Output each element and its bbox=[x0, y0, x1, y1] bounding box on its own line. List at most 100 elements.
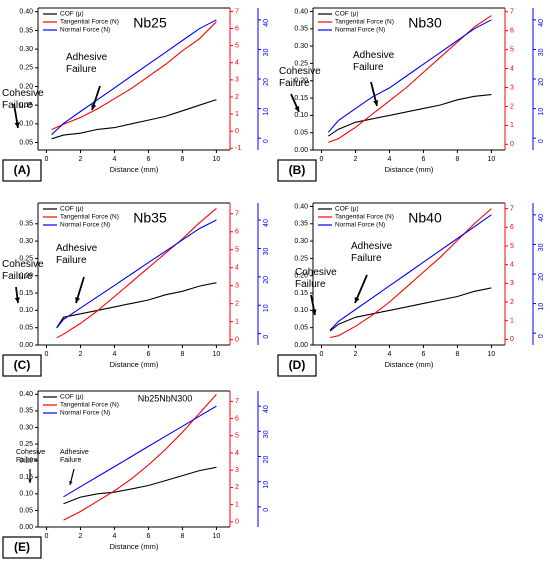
y-tick-label: 0.00 bbox=[19, 524, 33, 531]
x-tick-label: 4 bbox=[388, 351, 392, 358]
x-tick-label: 0 bbox=[320, 156, 324, 163]
x-tick-label: 0 bbox=[320, 351, 324, 358]
y-tick-label: 0.10 bbox=[294, 307, 308, 314]
y2-tick-label: -1 bbox=[235, 145, 241, 152]
legend-label: COF (μ) bbox=[60, 394, 84, 401]
series-line bbox=[329, 287, 492, 332]
panel-label: (E) bbox=[14, 540, 30, 554]
y2-tick-label: 5 bbox=[510, 46, 514, 53]
y-tick-label: 0.15 bbox=[19, 102, 33, 109]
y2-tick-label: 6 bbox=[510, 224, 514, 231]
y3-tick-label: 0 bbox=[263, 139, 270, 143]
x-tick-label: 2 bbox=[79, 351, 83, 358]
arrow-head bbox=[14, 297, 20, 303]
series-line bbox=[51, 21, 217, 131]
panel-label-box bbox=[2, 159, 42, 182]
y-tick-label: 0.40 bbox=[294, 203, 308, 210]
y3-tick-label: 40 bbox=[538, 214, 545, 222]
y3-tick-label: 30 bbox=[538, 48, 545, 56]
y-tick-label: 0.25 bbox=[19, 65, 33, 72]
y-tick-label: 0.05 bbox=[294, 325, 308, 332]
y2-tick-label: 6 bbox=[235, 25, 239, 32]
arrow-head bbox=[28, 479, 32, 483]
y2-tick-label: 1 bbox=[235, 318, 239, 325]
y3-tick-label: 40 bbox=[263, 405, 270, 413]
x-tick-label: 10 bbox=[488, 351, 496, 358]
legend-label: Tangential Force (N) bbox=[335, 19, 394, 26]
y3-tick-label: 10 bbox=[538, 108, 545, 116]
y3-tick-label: 10 bbox=[263, 304, 270, 312]
y2-tick-label: 5 bbox=[235, 433, 239, 440]
y2-tick-label: 6 bbox=[235, 229, 239, 236]
y-tick-label: 0.00 bbox=[294, 342, 308, 349]
y2-tick-label: 2 bbox=[235, 301, 239, 308]
x-tick-label: 2 bbox=[354, 351, 358, 358]
chart-title: Nb35 bbox=[133, 210, 167, 226]
y-tick-label: 0.30 bbox=[294, 238, 308, 245]
y2-tick-label: 2 bbox=[510, 103, 514, 110]
y2-tick-label: 7 bbox=[510, 9, 514, 16]
y3-tick-label: 10 bbox=[263, 481, 270, 489]
y-tick-label: 0.05 bbox=[19, 139, 33, 146]
legend-label: Normal Force (N) bbox=[60, 222, 110, 229]
y-tick-label: 0.40 bbox=[294, 8, 308, 15]
arrow-head bbox=[91, 104, 97, 110]
y-tick-label: 0.35 bbox=[294, 221, 308, 228]
legend-label: Tangential Force (N) bbox=[60, 19, 119, 26]
y3-tick-label: 10 bbox=[263, 108, 270, 116]
y-tick-label: 0.10 bbox=[19, 491, 33, 498]
x-tick-label: 10 bbox=[488, 156, 496, 163]
series-line bbox=[329, 214, 492, 331]
chart-title: Nb40 bbox=[408, 210, 442, 226]
x-tick-label: 4 bbox=[113, 533, 117, 540]
x-tick-label: 6 bbox=[421, 351, 425, 358]
x-tick-label: 8 bbox=[180, 533, 184, 540]
y2-tick-label: 7 bbox=[235, 8, 239, 15]
y3-tick-label: 30 bbox=[538, 243, 545, 251]
y2-tick-label: 6 bbox=[235, 415, 239, 422]
legend-label: Tangential Force (N) bbox=[60, 214, 119, 221]
y-tick-label: 0.00 bbox=[19, 342, 33, 349]
y-tick-label: 0.35 bbox=[294, 26, 308, 33]
annotation: Adhesive Failure bbox=[56, 243, 98, 266]
panel-label-box bbox=[2, 536, 42, 559]
y2-tick-label: 4 bbox=[510, 65, 514, 72]
x-tick-label: 8 bbox=[455, 351, 459, 358]
y2-tick-label: 4 bbox=[235, 60, 239, 67]
y3-tick-label: 20 bbox=[263, 276, 270, 284]
annotation: Adhesive Failure bbox=[351, 241, 393, 264]
y2-tick-label: 0 bbox=[510, 141, 514, 148]
y3-tick-label: 20 bbox=[263, 455, 270, 463]
y3-tick-label: 20 bbox=[538, 78, 545, 86]
y3-tick-label: 30 bbox=[263, 48, 270, 56]
y-tick-label: 0.40 bbox=[19, 391, 33, 398]
chart-title: Nb25NbN300 bbox=[138, 393, 193, 403]
x-axis-label: Distance (mm) bbox=[110, 542, 159, 551]
series-line bbox=[56, 282, 217, 329]
x-tick-label: 4 bbox=[113, 156, 117, 163]
y-tick-label: 0.05 bbox=[294, 130, 308, 137]
y3-tick-label: 40 bbox=[538, 19, 545, 27]
x-tick-label: 10 bbox=[213, 533, 221, 540]
y3-tick-label: 40 bbox=[263, 219, 270, 227]
y2-tick-label: 3 bbox=[510, 84, 514, 91]
x-axis-label: Distance (mm) bbox=[110, 165, 159, 174]
legend-label: COF (μ) bbox=[335, 206, 359, 213]
y-tick-label: 0.10 bbox=[19, 307, 33, 314]
y-tick-label: 0.30 bbox=[294, 43, 308, 50]
x-tick-label: 4 bbox=[113, 351, 117, 358]
y-tick-label: 0.20 bbox=[19, 273, 33, 280]
y2-tick-label: 5 bbox=[510, 243, 514, 250]
annotation: Cohesive Failure bbox=[295, 267, 337, 290]
series-line bbox=[51, 19, 217, 136]
y2-tick-label: 1 bbox=[510, 318, 514, 325]
y2-tick-label: 0 bbox=[510, 336, 514, 343]
series-line bbox=[327, 19, 492, 133]
annotation: Adhesive Failure bbox=[66, 52, 108, 75]
y-tick-label: 0.05 bbox=[19, 325, 33, 332]
legend-label: COF (μ) bbox=[335, 11, 359, 18]
y-tick-label: 0.15 bbox=[294, 95, 308, 102]
y-tick-label: 0.10 bbox=[19, 121, 33, 128]
y-tick-label: 0.35 bbox=[19, 221, 33, 228]
series-line bbox=[327, 94, 492, 137]
